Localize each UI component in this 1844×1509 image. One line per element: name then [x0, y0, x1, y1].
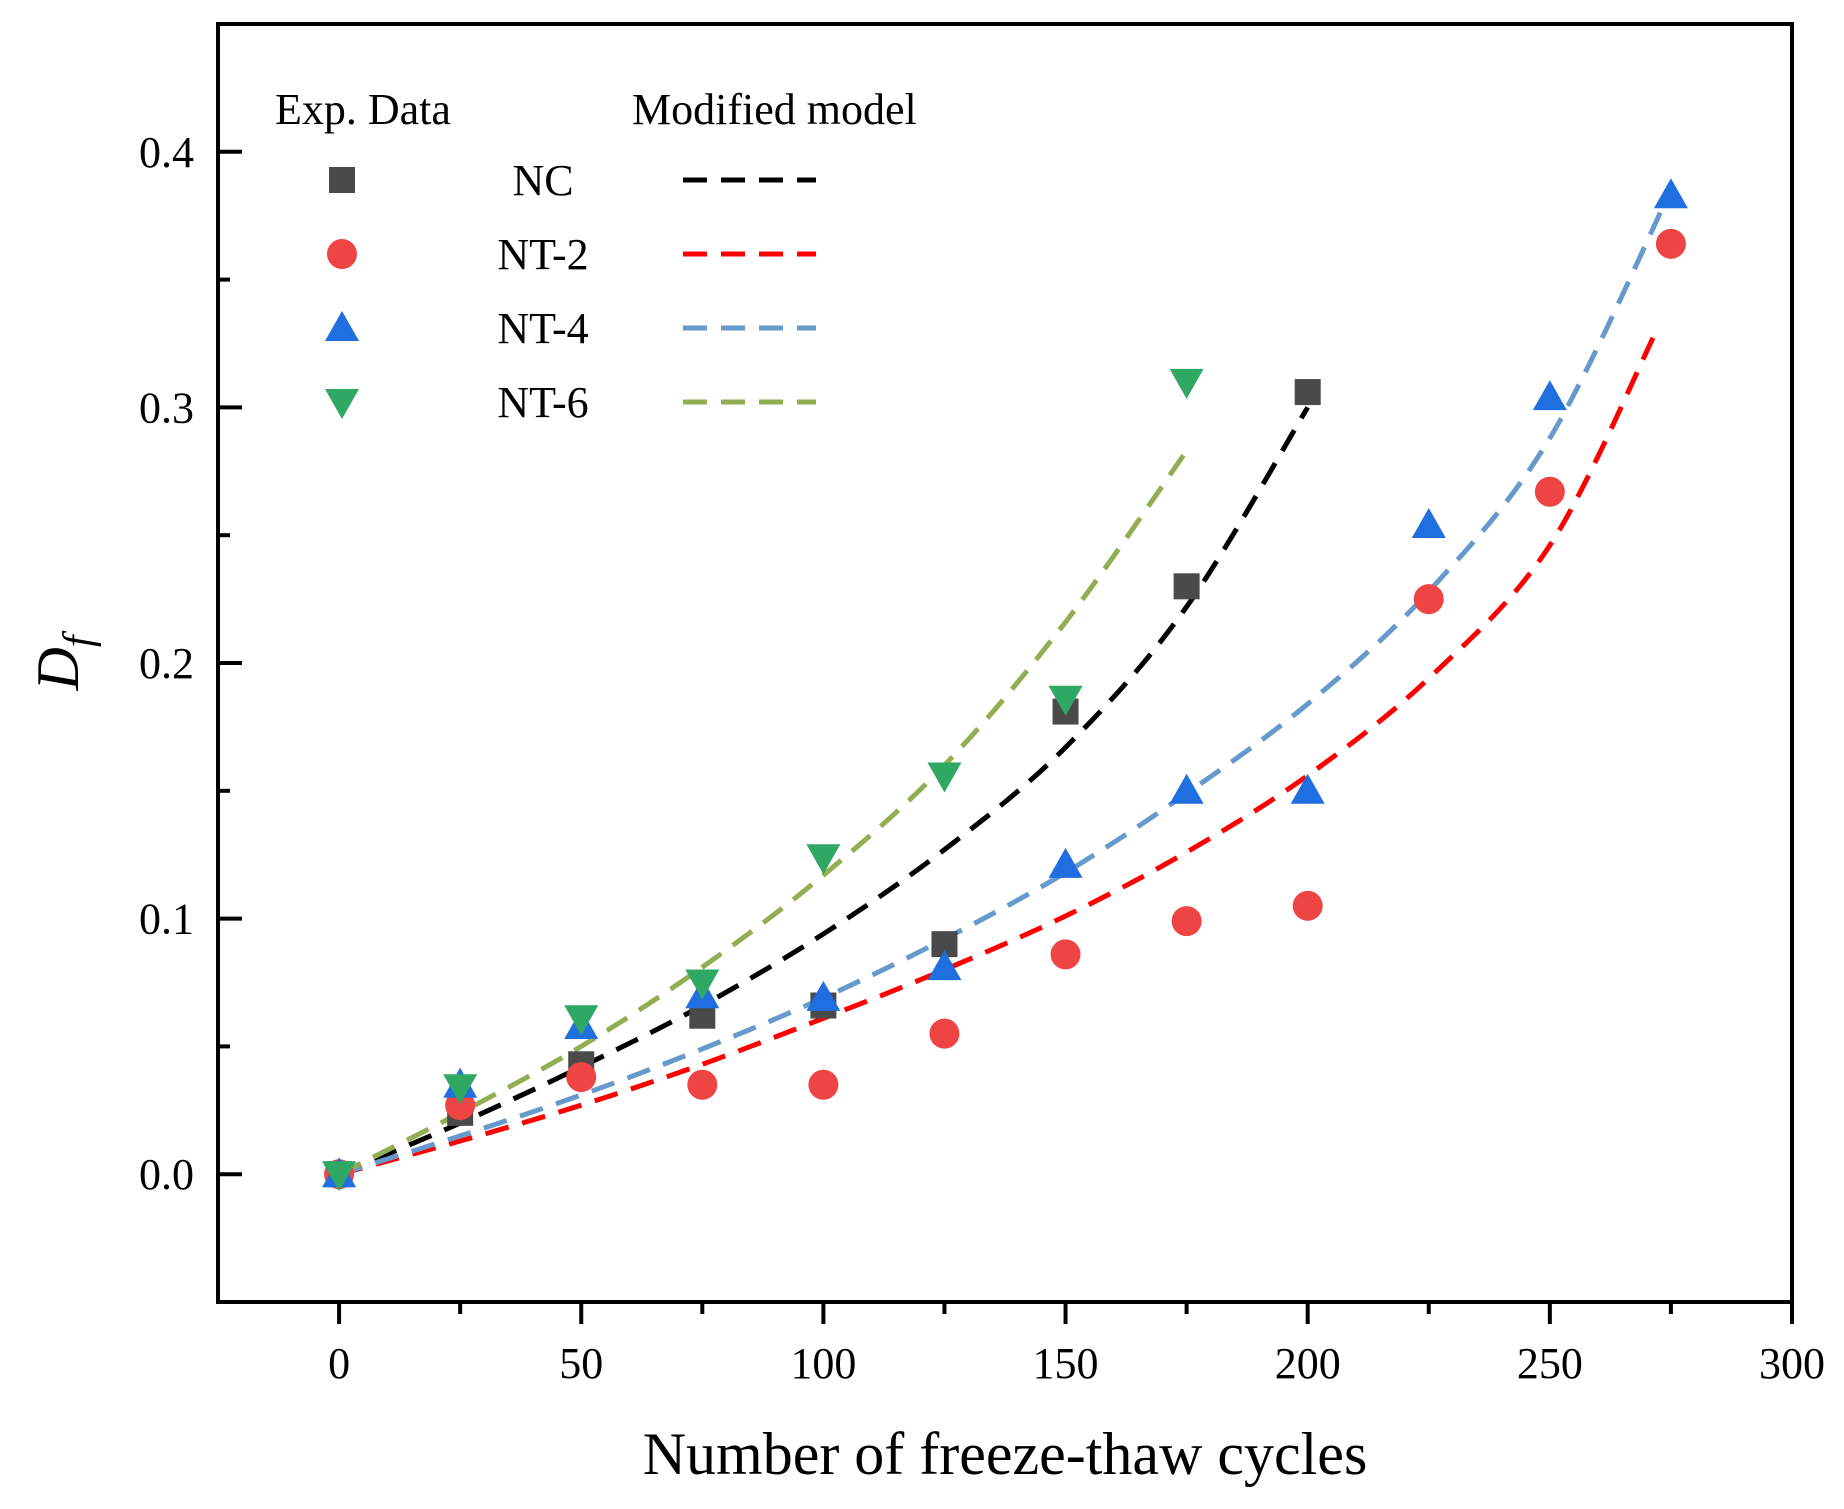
legend-model-header: Modified model — [632, 85, 917, 134]
legend-label-nt-6: NT-6 — [497, 378, 588, 427]
data-point-nt-2 — [1292, 890, 1323, 921]
data-point-nc — [1173, 573, 1200, 600]
legend-marker-nt-4 — [325, 311, 359, 341]
x-tick-label: 100 — [790, 1339, 856, 1388]
legend-label-nc: NC — [512, 156, 573, 205]
legend: Exp. Data Modified model NC NT-2 NT-4 NT-6 — [275, 85, 917, 427]
data-point-nt-2 — [1050, 939, 1081, 970]
y-axis-title: Df — [25, 630, 102, 691]
y-axis: 0.0 0.1 0.2 0.3 0.4 — [139, 128, 242, 1199]
x-tick-label: 0 — [328, 1339, 350, 1388]
model-line-nc — [338, 406, 1310, 1177]
data-point-nt-2 — [1534, 476, 1565, 507]
x-axis-title: Number of freeze-thaw cycles — [643, 1421, 1368, 1487]
data-markers — [322, 178, 1688, 1192]
y-tick-label: 0.0 — [139, 1150, 194, 1199]
data-point-nt-4 — [927, 950, 962, 981]
data-point-nt-4 — [1290, 773, 1325, 804]
x-tick-label: 200 — [1275, 1339, 1341, 1388]
legend-marker-nc — [329, 167, 355, 193]
data-point-nt-2 — [1171, 906, 1202, 937]
data-point-nt-6 — [806, 844, 841, 875]
data-point-nt-4 — [1411, 507, 1446, 538]
data-point-nt-2 — [687, 1069, 718, 1100]
data-point-nt-4 — [1653, 178, 1688, 209]
legend-marker-nt-2 — [327, 239, 357, 269]
data-point-nt-2 — [1413, 584, 1444, 615]
data-point-nt-4 — [1532, 380, 1567, 411]
y-tick-label: 0.2 — [139, 639, 194, 688]
data-point-nt-2 — [566, 1062, 597, 1093]
data-point-nt-6 — [1169, 368, 1204, 399]
legend-label-nt-2: NT-2 — [497, 230, 588, 279]
data-point-nt-6 — [685, 969, 720, 1000]
x-tick-label: 150 — [1033, 1339, 1099, 1388]
y-axis-title-main: D — [25, 647, 91, 691]
y-tick-label: 0.1 — [139, 895, 194, 944]
data-point-nt-2 — [1655, 228, 1686, 259]
legend-label-nt-4: NT-4 — [497, 304, 588, 353]
svg-text:Df: Df — [25, 630, 102, 691]
data-point-nt-6 — [322, 1161, 357, 1192]
model-line-nt-2 — [338, 329, 1659, 1177]
data-point-nt-2 — [929, 1018, 960, 1049]
data-point-nt-4 — [1169, 773, 1204, 804]
legend-exp-header: Exp. Data — [275, 85, 451, 134]
x-tick-label: 50 — [559, 1339, 603, 1388]
model-line-nt-6 — [337, 449, 1189, 1177]
data-point-nt-6 — [443, 1074, 478, 1105]
data-point-nt-4 — [1048, 847, 1083, 878]
data-point-nt-6 — [564, 1005, 599, 1036]
legend-marker-nt-6 — [325, 389, 359, 419]
data-point-nt-2 — [808, 1069, 839, 1100]
data-point-nt-6 — [927, 762, 962, 793]
data-point-nc — [1294, 379, 1321, 406]
y-tick-label: 0.4 — [139, 128, 194, 177]
y-tick-label: 0.3 — [139, 383, 194, 432]
data-point-nt-4 — [806, 980, 841, 1011]
x-axis: 0 50 100 150 200 250 300 — [328, 1302, 1825, 1388]
x-tick-label: 300 — [1759, 1339, 1825, 1388]
data-point-nt-6 — [1048, 685, 1083, 716]
x-tick-label: 250 — [1517, 1339, 1583, 1388]
y-axis-title-subscript: f — [56, 630, 102, 647]
